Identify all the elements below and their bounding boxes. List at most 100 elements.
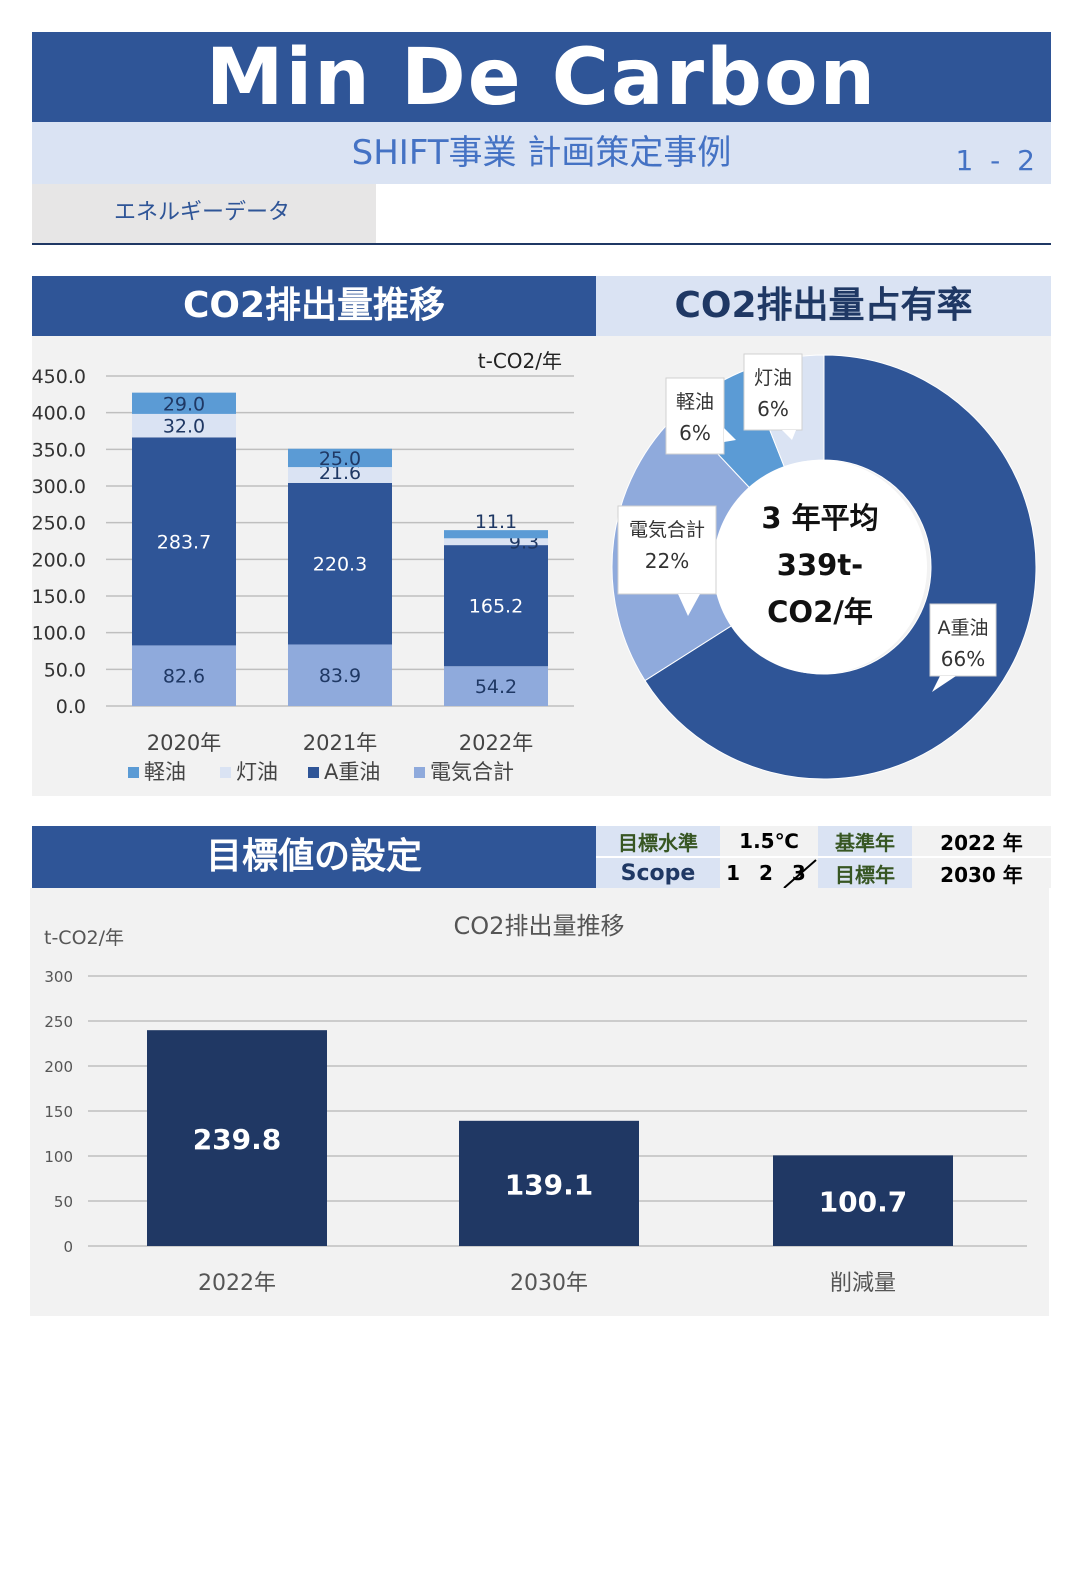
data-label: 100.7 (819, 1186, 908, 1219)
data-label: 32.0 (163, 416, 205, 438)
callout-percent: 6% (757, 397, 789, 421)
y-tick-label: 200 (44, 1058, 73, 1076)
scope-value-cell: 1 2 3 (720, 857, 818, 890)
donut-center (713, 460, 927, 674)
tab-energy-data[interactable]: エネルギーデータ (32, 184, 376, 244)
callout-box (743, 353, 803, 431)
data-label: 139.1 (505, 1168, 594, 1201)
center-text: CO2/年 (767, 595, 873, 629)
page-number: 1 - 2 (955, 144, 1039, 177)
legend-label: A重油 (324, 760, 380, 784)
app-title: Min De Carbon (32, 32, 1051, 123)
bar-segment (444, 538, 548, 546)
data-label: 83.9 (319, 665, 361, 687)
bar-segment (444, 545, 548, 667)
stacked-bar-chart: t-CO2/年 0.0 50.0 100.0 150.0 200.0 250.0 300.0 3… (32, 349, 574, 784)
x-tick-label: 2022年 (198, 1271, 276, 1296)
data-label: 82.6 (163, 666, 205, 688)
donut-chart: 3 年平均 339t- CO2/年 A重油 66% 電気合計 22% 軽油 6% 灯油 6% (611, 353, 1037, 780)
bar-segment (288, 467, 392, 483)
target-bar-chart: CO2排出量推移 t-CO2/年 0 50 100 150 200 250 300 239.8 20… (44, 912, 1027, 1296)
y-tick-label: 450.0 (32, 366, 86, 388)
bar-segment (288, 644, 392, 706)
target-bar (459, 1120, 639, 1246)
bar-segment (288, 448, 392, 468)
target-section-title: 目標値の設定 (32, 826, 596, 888)
y-tick-label: 100 (44, 1148, 73, 1166)
target-level-value: 1.5℃ (720, 826, 818, 858)
callout-percent: 6% (679, 421, 711, 445)
header-divider (32, 243, 1051, 245)
legend-swatch (220, 767, 231, 778)
callout-box (617, 505, 717, 595)
y-tick-label: 0.0 (56, 696, 86, 718)
callout-name: A重油 (938, 617, 989, 639)
y-tick-label: 50 (54, 1193, 73, 1211)
y-tick-label: 100.0 (32, 623, 86, 645)
target-level-label: 目標水準 (596, 826, 720, 858)
x-tick-label: 2021年 (303, 731, 377, 755)
bar-segment (132, 645, 236, 706)
y-tick-label: 350.0 (32, 439, 86, 461)
callout-pointer (724, 428, 736, 442)
y-tick-label: 300 (44, 968, 73, 986)
callout-pointer (782, 430, 796, 440)
x-tick-label: 2030年 (510, 1271, 588, 1296)
bar-segment (444, 666, 548, 706)
data-label: 220.3 (313, 554, 367, 576)
subtitle: SHIFT事業 計画策定事例 (351, 133, 732, 173)
y-tick-label: 300.0 (32, 476, 86, 498)
target-bar (773, 1155, 953, 1246)
unit-label: t-CO2/年 (478, 349, 562, 373)
y-tick-label: 200.0 (32, 549, 86, 571)
scope-label: Scope (596, 857, 720, 890)
data-label: 29.0 (163, 393, 205, 415)
y-tick-label: 0 (63, 1238, 73, 1256)
stacked-chart-panel: t-CO2/年 0.0 50.0 100.0 150.0 200.0 250.0 300.0 3… (32, 336, 596, 796)
data-label: 25.0 (319, 448, 361, 470)
y-tick-label: 150.0 (32, 586, 86, 608)
data-label: 165.2 (469, 596, 523, 618)
legend-label: 軽油 (144, 760, 186, 784)
data-label: 11.1 (475, 511, 517, 533)
data-label: 54.2 (475, 676, 517, 698)
callout-name: 電気合計 (629, 519, 705, 541)
callout-pointer (932, 676, 956, 692)
share-section-title: CO2排出量占有率 (596, 276, 1051, 336)
callout-name: 軽油 (676, 391, 714, 413)
callout-box (665, 377, 725, 455)
y-tick-label: 50.0 (44, 659, 86, 681)
callout-name: 灯油 (754, 367, 792, 389)
bar-segment (132, 437, 236, 646)
target-chart-panel: CO2排出量推移 t-CO2/年 0 50 100 150 200 250 300 239.8 20… (30, 888, 1049, 1316)
legend-swatch (414, 767, 425, 778)
target-bar (147, 1030, 327, 1246)
scope-strike-icon (783, 859, 817, 888)
donut-chart-panel: 3 年平均 339t- CO2/年 A重油 66% 電気合計 22% 軽油 6% 灯油 6% (596, 336, 1051, 796)
callout-percent: 66% (941, 647, 985, 671)
legend-swatch (128, 767, 139, 778)
target-year-value: 2030 年 (912, 857, 1051, 890)
data-label: 21.6 (319, 462, 361, 484)
bar-segment (132, 413, 236, 438)
y-tick-label: 400.0 (32, 403, 86, 425)
legend-label: 電気合計 (430, 760, 514, 784)
target-meta-table: 目標水準 1.5℃ 基準年 2022 年 Scope 1 2 3 目標年 203… (596, 826, 1051, 890)
x-tick-label: 2020年 (147, 731, 221, 755)
bar-segment (132, 392, 236, 414)
base-year-label: 基準年 (818, 826, 912, 858)
y-tick-label: 250.0 (32, 513, 86, 535)
subtitle-bar: SHIFT事業 計画策定事例 1 - 2 (32, 122, 1051, 184)
trend-section-title: CO2排出量推移 (32, 276, 596, 336)
y-tick-label: 250 (44, 1013, 73, 1031)
center-text: 339t- (777, 548, 863, 582)
bar-segment (288, 482, 392, 645)
x-tick-label: 2022年 (459, 731, 533, 755)
callout-percent: 22% (645, 549, 689, 573)
chart-title: CO2排出量推移 (454, 912, 625, 940)
legend-label: 灯油 (236, 760, 278, 784)
data-label: 283.7 (157, 531, 211, 553)
callout-box (929, 603, 997, 677)
center-text: 3 年平均 (761, 501, 878, 535)
target-year-label: 目標年 (818, 857, 912, 890)
